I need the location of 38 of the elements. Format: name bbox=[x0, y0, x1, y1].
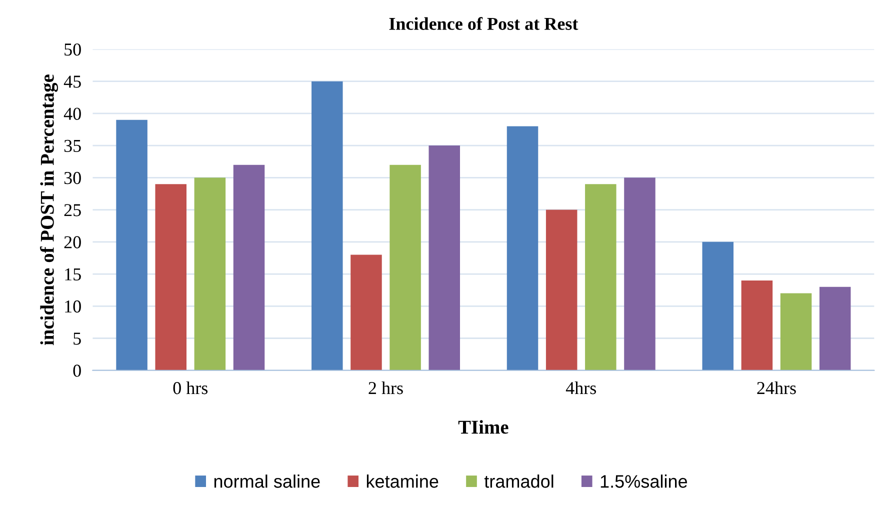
y-tick-label: 10 bbox=[65, 300, 81, 313]
x-tick-label: 0 hrs bbox=[173, 381, 208, 394]
y-axis-title: incidence of POST in Percentage bbox=[40, 74, 58, 346]
bar bbox=[702, 242, 734, 370]
bar bbox=[155, 184, 186, 370]
bar bbox=[741, 280, 773, 370]
bar bbox=[428, 146, 460, 370]
y-tick-label: 15 bbox=[65, 268, 81, 280]
y-tick-label: 5 bbox=[74, 332, 81, 345]
x-tick-label: 24hrs bbox=[757, 381, 796, 394]
bar bbox=[585, 184, 616, 370]
y-tick-label: 35 bbox=[64, 140, 81, 152]
y-tick-label: 25 bbox=[64, 204, 81, 216]
x-axis-title: TIime bbox=[458, 420, 508, 434]
legend-label: tramadol bbox=[484, 474, 554, 488]
x-tick-label: 2 hrs bbox=[368, 381, 403, 394]
bar bbox=[390, 164, 421, 370]
bar bbox=[194, 178, 226, 370]
bar bbox=[624, 178, 656, 370]
bar bbox=[546, 210, 578, 370]
y-tick-label: 30 bbox=[64, 172, 81, 184]
x-tick-label: 4hrs bbox=[566, 381, 596, 394]
legend-label: 1.5%saline bbox=[600, 474, 688, 488]
bar bbox=[819, 286, 851, 370]
y-tick-label: 40 bbox=[64, 108, 81, 120]
bar bbox=[116, 120, 148, 370]
bar bbox=[780, 293, 812, 370]
bar bbox=[506, 126, 538, 370]
y-tick-label: 20 bbox=[64, 236, 81, 248]
legend-label: normal saline bbox=[214, 474, 320, 488]
y-tick-label: 45 bbox=[64, 76, 81, 88]
bar bbox=[312, 81, 343, 370]
y-tick-label: 50 bbox=[64, 43, 81, 56]
legend-label: ketamine bbox=[366, 474, 438, 488]
y-tick-label: 0 bbox=[73, 364, 81, 377]
chart-title: Incidence of Post at Rest bbox=[389, 17, 578, 30]
bar bbox=[233, 164, 265, 370]
bar bbox=[350, 254, 382, 370]
